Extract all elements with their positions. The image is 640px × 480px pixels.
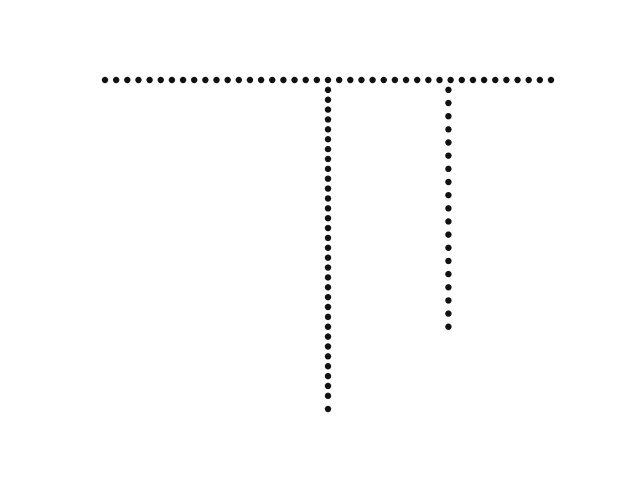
- data-point: [302, 76, 309, 84]
- data-point: [514, 76, 521, 84]
- data-point: [492, 76, 499, 84]
- data-point: [324, 244, 332, 251]
- data-point: [414, 76, 421, 84]
- data-point: [445, 165, 452, 173]
- data-point: [313, 76, 321, 84]
- data-point: [324, 405, 332, 413]
- data-point: [324, 86, 332, 94]
- data-point: [324, 313, 332, 321]
- data-point: [324, 175, 332, 182]
- data-point: [213, 76, 220, 84]
- data-point: [324, 323, 332, 330]
- data-point: [257, 76, 265, 84]
- data-point: [445, 284, 452, 291]
- data-point: [101, 76, 109, 84]
- data-point: [324, 126, 332, 133]
- data-point: [480, 76, 488, 84]
- data-point: [358, 76, 365, 84]
- data-point: [369, 76, 376, 84]
- data-point: [445, 205, 452, 212]
- data-point: [445, 178, 452, 186]
- data-point: [391, 76, 399, 84]
- data-point: [324, 185, 332, 192]
- data-point: [445, 139, 452, 146]
- data-point: [324, 372, 332, 380]
- data-point: [503, 76, 510, 84]
- data-point: [224, 76, 231, 84]
- data-point: [324, 333, 332, 340]
- data-point: [157, 76, 164, 84]
- data-point: [112, 76, 120, 84]
- data-point: [324, 293, 332, 301]
- data-point: [324, 284, 332, 291]
- data-point: [324, 353, 332, 360]
- data-point: [191, 76, 198, 84]
- data-point: [324, 274, 332, 281]
- data-point: [324, 195, 332, 202]
- data-point: [445, 112, 452, 120]
- scatter-points: [101, 76, 555, 413]
- data-point: [135, 76, 142, 84]
- data-point: [525, 76, 532, 84]
- data-point: [324, 382, 332, 390]
- data-point: [445, 99, 452, 107]
- data-point: [445, 257, 452, 265]
- data-point: [269, 76, 276, 84]
- data-point: [324, 264, 332, 271]
- data-point: [246, 76, 254, 84]
- data-point: [445, 270, 452, 278]
- data-point: [445, 323, 452, 330]
- data-point: [235, 76, 242, 84]
- data-point: [436, 76, 443, 84]
- data-point: [324, 136, 332, 143]
- data-point: [445, 152, 452, 159]
- data-point: [547, 76, 555, 84]
- data-point: [536, 76, 544, 84]
- data-point: [324, 254, 332, 261]
- data-point: [324, 205, 332, 212]
- data-point: [324, 76, 332, 84]
- data-point: [324, 214, 332, 222]
- data-point: [324, 116, 332, 123]
- data-point: [324, 363, 332, 370]
- data-point: [168, 76, 176, 84]
- data-point: [335, 76, 343, 84]
- data-point: [291, 76, 298, 84]
- data-point: [324, 224, 332, 232]
- data-point: [445, 297, 452, 304]
- data-point: [347, 76, 354, 84]
- data-point: [324, 145, 332, 153]
- data-point: [324, 106, 332, 113]
- data-point: [324, 96, 332, 103]
- data-point: [179, 76, 187, 84]
- data-point: [402, 76, 410, 84]
- data-point: [447, 76, 454, 84]
- data-point: [445, 231, 452, 238]
- data-point: [324, 234, 332, 242]
- data-point: [445, 126, 452, 133]
- data-point: [445, 310, 452, 317]
- data-point: [380, 76, 387, 84]
- data-point: [124, 76, 131, 84]
- data-point: [445, 244, 452, 251]
- data-point: [324, 155, 332, 163]
- data-point: [445, 86, 452, 94]
- data-point: [202, 76, 209, 84]
- data-point: [324, 165, 332, 173]
- data-point: [324, 392, 332, 400]
- data-point: [280, 76, 287, 84]
- data-point: [146, 76, 153, 84]
- data-point: [458, 76, 465, 84]
- data-point: [324, 343, 332, 350]
- data-point: [469, 76, 477, 84]
- data-point: [445, 191, 452, 199]
- data-point: [324, 303, 332, 311]
- data-point: [445, 218, 452, 225]
- data-point: [425, 76, 432, 84]
